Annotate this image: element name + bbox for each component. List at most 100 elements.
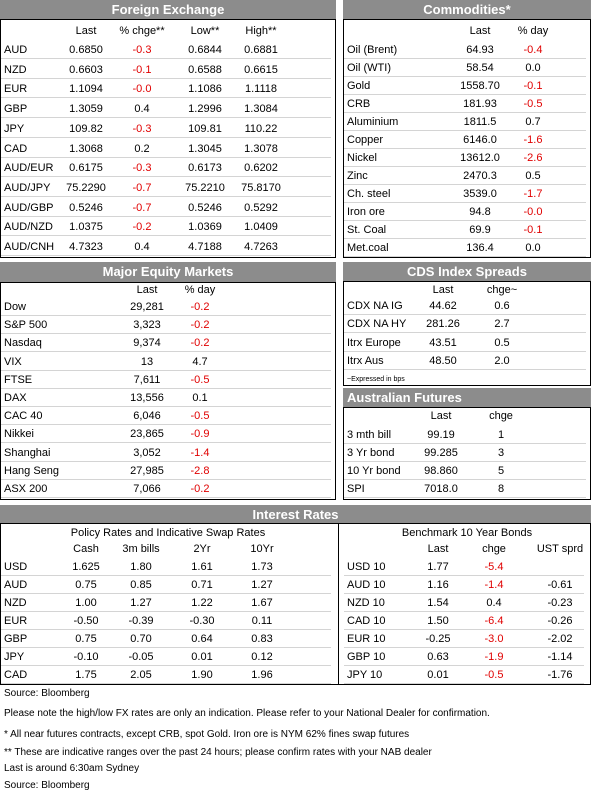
cell: 0.6175: [69, 162, 103, 175]
divider: [338, 524, 339, 684]
cell: 5: [497, 465, 505, 477]
column-header: Last: [75, 25, 97, 37]
cell: 4.7188: [188, 241, 222, 253]
row-separator: [344, 629, 584, 630]
cell: -0.3: [132, 44, 152, 56]
cell: -0.05: [128, 651, 154, 663]
cell: -0.10: [73, 651, 99, 663]
column-header: % day: [184, 284, 216, 296]
column-header: chge: [489, 410, 513, 422]
row-separator: [344, 665, 584, 666]
cell: -0.61: [547, 579, 573, 591]
row-label: Gold: [347, 80, 371, 92]
row-label: Nickel: [347, 152, 377, 164]
cell: -1.4: [190, 446, 210, 459]
row-separator: [344, 256, 586, 257]
cell: 1.0375: [69, 221, 103, 234]
cell: 7,611: [133, 373, 161, 386]
footnote: ~Expressed in bps: [347, 376, 405, 383]
row-label: DAX: [4, 392, 27, 404]
cell: 75.2210: [185, 181, 225, 194]
row-label: CDX NA HY: [347, 318, 407, 331]
row-separator: [1, 255, 331, 256]
section-header: Interest Rates: [0, 505, 591, 524]
cell: 109.82: [69, 122, 103, 135]
cell: 99.285: [424, 447, 458, 459]
cell: 1.3059: [69, 103, 103, 116]
cell: 7018.0: [424, 483, 458, 495]
cell: 0.1: [192, 392, 208, 404]
section-header: Foreign Exchange: [0, 0, 336, 20]
row-label: Nikkei: [4, 428, 34, 441]
cell: 27,985: [130, 464, 164, 477]
row-label: Oil (WTI): [347, 62, 391, 74]
cell: -0.3: [132, 162, 152, 175]
cell: 13,556: [130, 392, 164, 404]
cell: -0.2: [190, 337, 210, 350]
row-label: Nasdaq: [4, 337, 42, 350]
cell: 0.4: [134, 241, 150, 253]
row-separator: [1, 117, 331, 119]
cell: -0.39: [128, 615, 154, 627]
row-label: USD: [4, 561, 28, 573]
cell: -0.9: [190, 428, 210, 441]
cell: 0.4: [486, 597, 502, 609]
cell: 0.5: [494, 336, 510, 349]
row-label: CAD: [4, 142, 28, 155]
row-separator: [1, 647, 331, 648]
cell: -0.5: [190, 373, 210, 386]
cell: -0.1: [523, 224, 543, 236]
row-separator: [1, 665, 331, 666]
row-label: St. Coal: [347, 224, 387, 236]
row-label: S&P 500: [4, 319, 48, 332]
cell: 2470.3: [463, 170, 497, 182]
cell: 0.6: [494, 300, 510, 312]
row-label: GBP 10: [347, 651, 386, 663]
row-label: USD 10: [347, 561, 386, 573]
row-separator: [1, 683, 331, 684]
cell: 8: [497, 483, 505, 495]
cell: 23,865: [130, 428, 164, 441]
row-label: Hang Seng: [4, 464, 60, 477]
cell: -2.02: [547, 633, 573, 645]
row-label: Copper: [347, 134, 384, 146]
row-label: GBP: [4, 633, 28, 645]
cell: 1: [497, 429, 505, 441]
cell: 281.26: [426, 318, 460, 331]
cell: 3,323: [133, 319, 161, 332]
cell: 1.61: [191, 561, 213, 573]
cell: 1.2996: [188, 103, 222, 116]
cell: -6.4: [484, 615, 504, 627]
row-separator: [1, 629, 331, 630]
row-separator: [344, 58, 586, 59]
cell: -0.26: [547, 615, 573, 627]
cell: 99.19: [427, 429, 455, 441]
column-header: 10Yr: [250, 543, 274, 555]
cell: 1811.5: [463, 116, 497, 128]
cell: 64.93: [466, 44, 494, 56]
cell: 4.7323: [69, 241, 103, 253]
cell: -3.0: [484, 633, 504, 645]
row-separator: [344, 611, 584, 612]
row-label: ASX 200: [4, 483, 48, 495]
cell: 2.7: [494, 318, 510, 331]
cell: -0.3: [132, 122, 152, 135]
note: * All near futures contracts, except CRB…: [4, 729, 410, 740]
row-label: Itrx Aus: [347, 354, 384, 367]
column-header: 3m bills: [122, 543, 160, 555]
row-label: CAC 40: [4, 410, 43, 423]
cell: 1.90: [191, 669, 213, 681]
column-header: % chge**: [119, 25, 165, 37]
cell: 4.7: [192, 355, 208, 368]
row-separator: [344, 368, 586, 370]
cell: 2.0: [494, 354, 510, 367]
cell: 0.12: [251, 651, 273, 663]
row-label: AUD 10: [347, 579, 386, 591]
column-header: Last: [427, 543, 449, 555]
row-label: GBP: [4, 103, 28, 116]
cell: 0.5292: [244, 201, 278, 214]
row-label: CAD: [4, 669, 28, 681]
cell: 0.75: [75, 633, 97, 645]
cell: -0.5: [484, 669, 504, 681]
row-label: Shanghai: [4, 446, 51, 459]
